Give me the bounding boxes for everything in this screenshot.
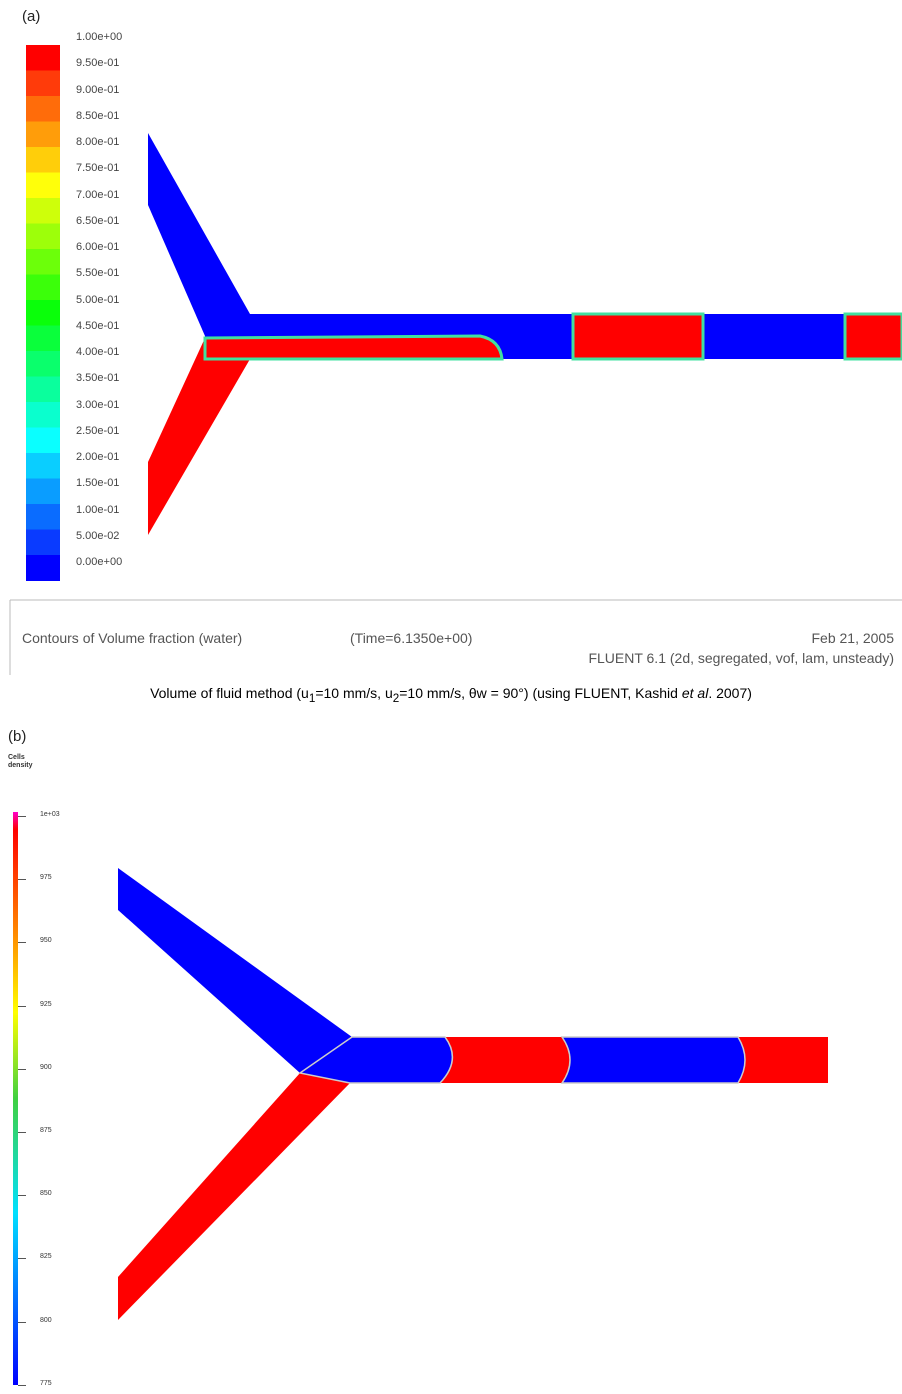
stratified-red <box>205 336 502 359</box>
colorbar-swatch <box>26 249 60 275</box>
caption-part: =10 mm/s, θw = 90°) (using FLUENT, Kashi… <box>399 685 682 701</box>
colorbar-label: 9.50e-01 <box>76 57 119 69</box>
colorbar-swatch <box>26 504 60 530</box>
colorbar-label: 875 <box>40 1127 52 1134</box>
colorbar-swatch <box>26 173 60 199</box>
colorbar-label: 4.00e-01 <box>76 346 119 358</box>
colorbar-tick <box>18 879 26 880</box>
colorbar-tick <box>18 1322 26 1323</box>
colorbar-swatch <box>26 555 60 581</box>
colorbar-tick <box>18 1132 26 1133</box>
colorbar-tick <box>18 1006 26 1007</box>
colorbar-label: 0.00e+00 <box>76 556 122 568</box>
panel-label: (b) <box>8 728 26 745</box>
figure: (a) Contours of Volume fraction (water) … <box>0 0 902 1394</box>
colorbar-swatch <box>26 45 60 71</box>
colorbar-label: 5.00e-02 <box>76 530 119 542</box>
inlet-arm-red <box>118 1073 350 1320</box>
colorbar-swatch <box>26 198 60 224</box>
footer-date: Feb 21, 2005 <box>811 630 894 646</box>
caption: Volume of fluid method (u1=10 mm/s, u2=1… <box>150 684 752 708</box>
colorbar-a <box>26 45 60 581</box>
colorbar-label: 6.00e-01 <box>76 241 119 253</box>
colorbar-label: 850 <box>40 1190 52 1197</box>
caption-part: et al <box>682 685 708 701</box>
inlet-arm-red <box>148 338 250 535</box>
colorbar-swatch <box>26 377 60 403</box>
red-slug <box>845 314 902 359</box>
colorbar-swatch <box>26 530 60 556</box>
caption-part: . 2007) <box>708 685 752 701</box>
colorbar-swatch <box>26 402 60 428</box>
caption-part: =10 mm/s, u <box>315 685 392 701</box>
colorbar-swatch <box>26 224 60 250</box>
colorbar-swatch <box>26 351 60 377</box>
colorbar-tick <box>18 1385 26 1386</box>
colorbar-label: 1e+03 <box>40 811 60 818</box>
colorbar-b <box>13 812 18 1385</box>
colorbar-swatch <box>26 96 60 122</box>
colorbar-label: 5.00e-01 <box>76 294 119 306</box>
colorbar-label: 2.00e-01 <box>76 451 119 463</box>
colorbar-label: 8.00e-01 <box>76 136 119 148</box>
colorbar-swatch <box>26 479 60 505</box>
colorbar-swatch <box>26 453 60 479</box>
colorbar-swatch <box>26 300 60 326</box>
colorbar-swatch <box>26 428 60 454</box>
inlet-arm-blue <box>148 133 250 336</box>
colorbar-label: 1.00e+00 <box>76 31 122 43</box>
colorbar-label: 7.00e-01 <box>76 189 119 201</box>
colorbar-tick <box>18 816 26 817</box>
colorbar-label: 1.00e-01 <box>76 504 119 516</box>
colorbar-label: 6.50e-01 <box>76 215 119 227</box>
red-slug <box>573 314 703 359</box>
colorbar-label: 5.50e-01 <box>76 267 119 279</box>
colorbar-swatch <box>26 326 60 352</box>
colorbar-label: 4.50e-01 <box>76 320 119 332</box>
colorbar-swatch <box>26 71 60 97</box>
colorbar-swatch <box>26 147 60 173</box>
colorbar-label: 900 <box>40 1064 52 1071</box>
colorbar-label: 775 <box>40 1380 52 1387</box>
colorbar-label: 1.50e-01 <box>76 477 119 489</box>
footer-title: Contours of Volume fraction (water) <box>22 630 242 646</box>
colorbar-label: 800 <box>40 1317 52 1324</box>
colorbar-label: 7.50e-01 <box>76 162 119 174</box>
footer-time: (Time=6.1350e+00) <box>350 630 472 646</box>
colorbar-label: 825 <box>40 1253 52 1260</box>
inlet-arm-blue <box>118 868 352 1073</box>
colorbar-swatch <box>26 275 60 301</box>
panel-label: (a) <box>22 8 40 25</box>
colorbar-title: Cells density <box>8 754 38 770</box>
footer-solver: FLUENT 6.1 (2d, segregated, vof, lam, un… <box>588 650 894 666</box>
blue-slug <box>562 1037 745 1083</box>
colorbar-label: 2.50e-01 <box>76 425 119 437</box>
colorbar-label: 3.00e-01 <box>76 399 119 411</box>
colorbar-swatch <box>26 122 60 148</box>
colorbar-tick <box>18 1195 26 1196</box>
colorbar-label: 975 <box>40 874 52 881</box>
colorbar-label: 8.50e-01 <box>76 110 119 122</box>
colorbar-label: 9.00e-01 <box>76 84 119 96</box>
colorbar-label: 3.50e-01 <box>76 372 119 384</box>
colorbar-tick <box>18 1258 26 1259</box>
colorbar-label: 950 <box>40 937 52 944</box>
caption-part: Volume of fluid method (u <box>150 685 309 701</box>
colorbar-tick <box>18 1069 26 1070</box>
colorbar-label: 925 <box>40 1001 52 1008</box>
colorbar-tick <box>18 942 26 943</box>
